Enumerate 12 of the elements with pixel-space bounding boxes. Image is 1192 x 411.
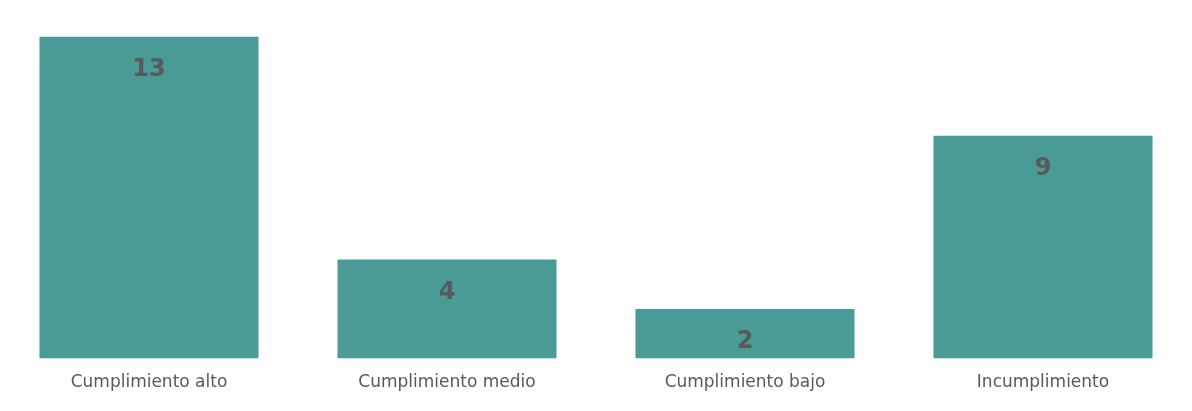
x-tick-label: Cumplimiento alto	[70, 371, 228, 392]
data-label: 4	[438, 276, 456, 305]
x-tick-label: Incumplimiento	[976, 371, 1110, 392]
data-label: 2	[736, 326, 754, 355]
data-label: 13	[132, 53, 166, 82]
x-tick-label: Cumplimiento medio	[358, 371, 536, 392]
x-tick-label: Cumplimiento bajo	[664, 371, 826, 392]
data-label: 9	[1034, 153, 1052, 182]
bar	[933, 135, 1153, 359]
bar	[635, 309, 855, 359]
bar	[39, 36, 259, 359]
bar	[337, 259, 557, 359]
